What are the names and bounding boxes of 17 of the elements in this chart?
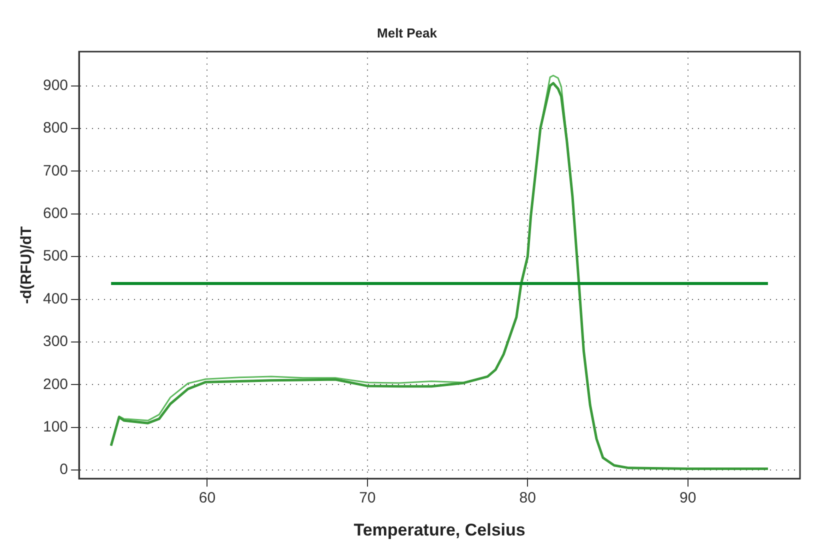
y-tick-label: 200: [42, 376, 68, 393]
x-axis-title: Temperature, Celsius: [354, 520, 526, 540]
x-tick-label: 60: [198, 490, 216, 507]
y-tick-label: 100: [42, 418, 68, 436]
x-tick-label: 90: [680, 490, 696, 507]
y-tick-label: 500: [42, 248, 68, 265]
y-tick-label: 700: [42, 162, 68, 180]
y-tick-label: 900: [42, 76, 68, 94]
x-tick-label: 80: [519, 490, 536, 507]
y-tick-label: 400: [42, 290, 68, 308]
y-axis-title: -d(RFU)/dT: [18, 226, 36, 304]
chart-title: Melt Peak: [377, 25, 438, 40]
y-tick-label: 0: [60, 461, 68, 478]
x-tick-label: 70: [359, 490, 376, 507]
y-tick-label: 800: [42, 120, 68, 137]
y-tick-label: 300: [42, 333, 68, 350]
y-tick-label: 600: [42, 205, 68, 222]
